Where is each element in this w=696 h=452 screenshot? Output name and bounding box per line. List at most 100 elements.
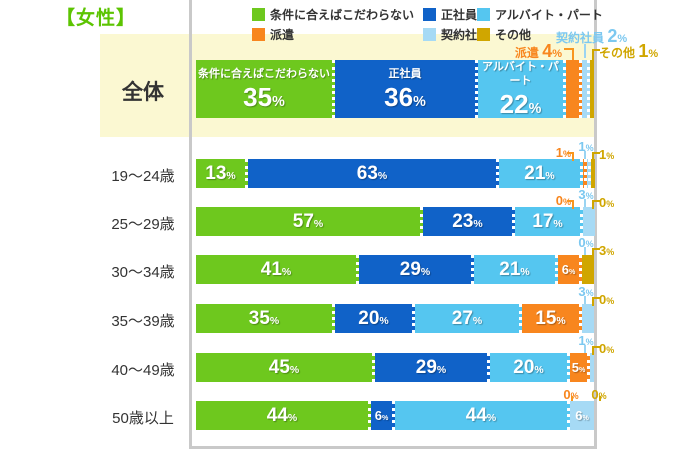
segment-value-seishain: 63% xyxy=(357,164,387,183)
value-unit: % xyxy=(413,94,426,111)
value-unit: % xyxy=(226,171,236,182)
value-unit: % xyxy=(472,316,483,327)
legend-label-seishain: 正社員 xyxy=(441,8,478,22)
callout-connector-sonota xyxy=(592,200,600,209)
bar-segment-haken xyxy=(583,159,587,188)
callout-unit-haken: % xyxy=(552,48,562,60)
value-unit: % xyxy=(269,316,280,327)
value-unit: % xyxy=(379,316,389,327)
value-number: 20 xyxy=(513,357,535,378)
bar-segment-haken: 6% xyxy=(558,255,582,284)
value-unit: % xyxy=(578,365,586,374)
segment-value-seishain: 36% xyxy=(384,84,426,110)
callout-unit-sonota: % xyxy=(648,48,659,60)
segment-value-conditional: 13% xyxy=(205,164,235,183)
callout-connector-haken xyxy=(571,396,573,401)
segment-value-haken: 6% xyxy=(562,263,576,276)
callout-name-haken: 派遣 xyxy=(514,46,543,60)
value-number: 29 xyxy=(399,259,421,280)
arbeit-swatch-icon xyxy=(477,8,490,21)
value-unit: % xyxy=(528,100,542,117)
bar-segment-keiyaku xyxy=(587,159,591,188)
segment-value-arbeit: 21% xyxy=(499,260,529,279)
value-number: 22 xyxy=(499,88,529,118)
callout-number-sonota: 0 xyxy=(599,195,607,210)
callout-unit-sonota: % xyxy=(598,391,607,401)
bar-segment-arbeit: 21% xyxy=(474,255,558,284)
value-number: 36 xyxy=(384,82,414,113)
callout-haken: 派遣 4% xyxy=(462,42,562,61)
callout-connector-keiyaku xyxy=(584,151,586,159)
callout-number-haken: 0 xyxy=(555,193,563,208)
category-label: 25〜29歳 xyxy=(111,215,175,233)
value-unit: % xyxy=(553,219,563,230)
bar-segment-conditional: 57% xyxy=(196,207,423,236)
callout-sonota: 0% xyxy=(599,195,614,211)
value-number: 29 xyxy=(415,357,437,378)
callout-unit-keiyaku: % xyxy=(585,288,594,298)
bar-segment-sonota xyxy=(582,255,594,284)
callout-connector-sonota xyxy=(592,49,600,60)
value-number: 6 xyxy=(561,261,569,277)
bar-segment-conditional: 35% xyxy=(196,304,335,333)
stacked-bar: 35% 20% 27% 15% xyxy=(196,304,594,333)
callout-connector-keiyaku xyxy=(584,345,586,353)
value-number: 20 xyxy=(358,308,380,329)
bar-segment-arbeit: 27% xyxy=(415,304,522,333)
legend-label-arbeit: アルバイト・パート xyxy=(495,8,603,22)
bar-segment-conditional: 41% xyxy=(196,255,359,284)
value-unit: % xyxy=(436,365,447,376)
callout-number-sonota: 0 xyxy=(599,341,607,356)
segment-value-arbeit: 20% xyxy=(513,358,543,377)
bar-segment-seishain: 6% xyxy=(371,401,395,430)
stacked-bar: 45% 29% 20% 5% xyxy=(196,353,594,382)
callout-number-sonota: 1 xyxy=(638,41,649,61)
bar-segment-conditional: 44% xyxy=(196,401,371,430)
bar-segment-keiyaku xyxy=(583,207,595,236)
segment-value-arbeit: 44% xyxy=(466,406,496,425)
callout-connector-keiyaku xyxy=(584,296,586,304)
value-number: 57 xyxy=(292,211,314,232)
callout-connector-sonota xyxy=(599,396,601,401)
value-unit: % xyxy=(420,267,431,278)
haken-swatch-icon xyxy=(252,28,265,41)
callout-number-keiyaku: 3 xyxy=(578,284,586,299)
stacked-bar: 13% 63% 21% xyxy=(196,159,595,188)
callout-number-keiyaku: 1 xyxy=(578,333,586,348)
segment-name-arbeit: アルバイト・パート xyxy=(482,61,559,87)
legend-label-haken: 派遣 xyxy=(270,28,295,42)
callout-unit-keiyaku: % xyxy=(585,239,594,249)
value-number: 27 xyxy=(451,308,473,329)
value-number: 21 xyxy=(524,163,546,184)
segment-name-seishain: 正社員 xyxy=(388,67,422,80)
callout-keiyaku: 1% xyxy=(566,333,606,349)
callout-number-haken: 0 xyxy=(563,387,571,402)
chart-title: 【女性】 xyxy=(56,8,137,29)
callout-number-sonota: 0 xyxy=(591,387,599,402)
value-number: 21 xyxy=(499,259,521,280)
category-label: 50歳以上 xyxy=(112,409,174,427)
segment-value-conditional: 44% xyxy=(267,406,297,425)
bar-segment-seishain: 正社員 36% xyxy=(335,60,478,118)
callout-connector-haken xyxy=(564,48,574,60)
stacked-bar: 条件に合えばこだわらない 35% 正社員 36% アルバイト・パート 22% xyxy=(196,60,594,118)
segment-value-conditional: 57% xyxy=(293,212,323,231)
segment-name-conditional: 条件に合えばこだわらない xyxy=(198,67,330,80)
callout-connector-sonota xyxy=(592,248,600,257)
segment-value-seishain: 20% xyxy=(358,309,388,328)
bar-segment-arbeit: アルバイト・パート 22% xyxy=(478,60,566,118)
bar-segment-keiyaku xyxy=(590,353,594,382)
bar-segment-keiyaku xyxy=(582,304,594,333)
segment-value-arbeit: 17% xyxy=(532,212,562,231)
callout-sonota: その他 1% xyxy=(599,42,658,61)
bar-segment-seishain: 29% xyxy=(375,353,490,382)
value-unit: % xyxy=(313,219,324,230)
segment-value-arbeit: 21% xyxy=(524,164,554,183)
callout-haken: 0% xyxy=(551,387,591,403)
callout-unit-haken: % xyxy=(562,149,571,159)
segment-value-seishain: 29% xyxy=(400,260,430,279)
value-unit: % xyxy=(289,365,300,376)
callout-connector-keiyaku xyxy=(584,199,586,207)
bottom-axis-line xyxy=(189,446,597,449)
sonota-swatch-icon xyxy=(477,28,490,41)
